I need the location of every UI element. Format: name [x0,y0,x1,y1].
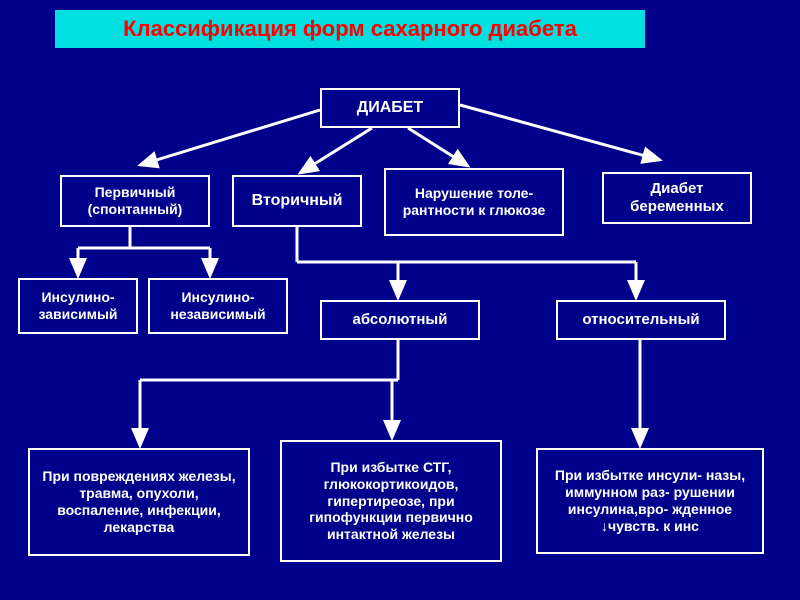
diagram-canvas: { "type": "flowchart", "background_color… [0,0,800,600]
node-cause_rel: При избытке инсули- назы, иммунном раз- … [536,448,764,554]
node-absolute: абсолютный [320,300,480,340]
node-cause_abs2: При избытке СТГ, глюкокортикоидов, гипер… [280,440,502,562]
diagram-title: Классификация форм сахарного диабета [55,10,645,48]
node-secondary: Вторичный [232,175,362,227]
node-cause_abs1: При повреждениях железы, травма, опухоли… [28,448,250,556]
node-ins_dep: Инсулино- зависимый [18,278,138,334]
edge-root-tolerance [408,128,468,166]
node-pregnancy: Диабет беременных [602,172,752,224]
node-tolerance: Нарушение толе- рантности к глюкозе [384,168,564,236]
node-ins_indep: Инсулино- независимый [148,278,288,334]
node-primary: Первичный (спонтанный) [60,175,210,227]
node-root: ДИАБЕТ [320,88,460,128]
edge-root-secondary [300,128,372,173]
edge-root-primary [140,110,320,165]
node-relative: относительный [556,300,726,340]
edge-root-pregnancy [460,105,660,160]
